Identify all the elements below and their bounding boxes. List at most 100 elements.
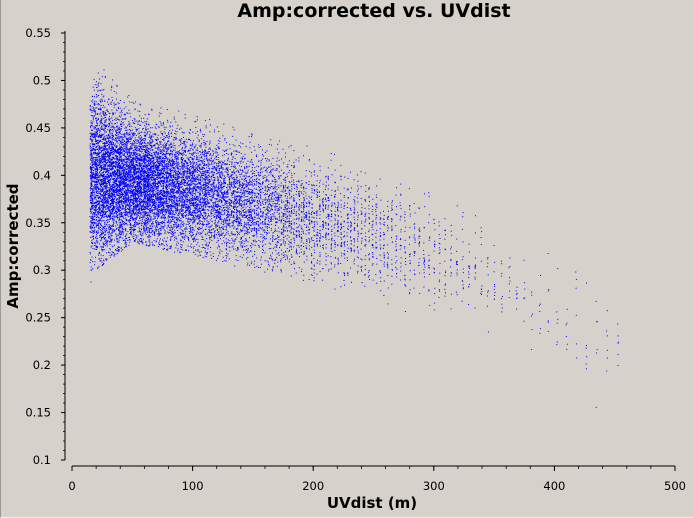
data-point	[118, 209, 120, 210]
data-point	[112, 172, 114, 174]
data-point	[118, 229, 120, 231]
data-point	[109, 217, 111, 219]
data-point	[102, 202, 104, 204]
data-point	[142, 158, 144, 160]
data-point	[110, 234, 112, 236]
data-point	[138, 136, 139, 138]
data-point	[120, 155, 122, 157]
data-point	[90, 170, 92, 172]
data-point	[102, 149, 104, 151]
data-point	[109, 215, 111, 216]
data-point	[127, 113, 129, 114]
data-point	[107, 152, 109, 154]
data-point	[108, 215, 110, 217]
data-point	[134, 212, 136, 214]
data-point	[106, 141, 108, 143]
data-point	[89, 155, 91, 157]
data-point	[90, 266, 92, 268]
data-point	[107, 137, 108, 139]
data-point	[123, 201, 125, 203]
data-point	[109, 211, 111, 213]
data-point	[94, 261, 96, 263]
data-point	[118, 224, 120, 226]
data-point	[109, 236, 111, 238]
data-point	[100, 215, 101, 216]
data-point	[101, 118, 103, 120]
data-point	[120, 124, 122, 125]
data-point	[125, 215, 127, 216]
data-point	[125, 178, 127, 180]
data-point	[142, 142, 143, 144]
data-point	[140, 146, 142, 147]
data-point	[120, 196, 122, 198]
data-point	[100, 223, 102, 225]
data-point	[126, 163, 128, 165]
data-point	[102, 206, 104, 208]
data-point	[125, 167, 127, 169]
data-point	[107, 206, 109, 208]
data-point	[109, 136, 111, 138]
data-point	[114, 217, 116, 219]
data-point	[101, 122, 102, 124]
data-point	[111, 213, 112, 214]
data-point	[134, 146, 136, 148]
data-point	[104, 141, 106, 143]
data-point	[116, 212, 118, 213]
data-point	[100, 129, 102, 130]
data-point	[119, 168, 121, 170]
data-point	[119, 186, 120, 188]
data-point	[143, 212, 145, 214]
data-point	[127, 199, 129, 201]
data-point	[108, 120, 110, 122]
data-point	[134, 145, 136, 147]
data-point	[139, 160, 141, 162]
data-point	[110, 195, 112, 197]
data-point	[107, 210, 109, 212]
data-point	[136, 183, 138, 185]
data-point	[134, 218, 136, 220]
data-point	[136, 140, 138, 142]
data-point	[135, 239, 136, 241]
data-point	[123, 102, 125, 103]
data-point	[140, 181, 142, 183]
data-point	[125, 143, 127, 145]
data-point	[114, 123, 116, 125]
data-point	[126, 148, 128, 150]
data-point	[96, 167, 97, 169]
data-point	[125, 219, 127, 221]
data-point	[100, 246, 102, 248]
data-point	[93, 208, 95, 210]
data-point	[126, 142, 128, 144]
data-point	[134, 122, 136, 124]
data-point	[105, 228, 107, 229]
data-point	[114, 193, 116, 195]
data-point	[96, 190, 98, 192]
data-point	[95, 113, 97, 115]
data-point	[131, 216, 133, 218]
data-point	[106, 241, 108, 243]
data-point	[143, 207, 145, 209]
data-point	[102, 162, 104, 163]
data-point	[120, 224, 122, 226]
data-point	[119, 174, 120, 176]
data-point	[128, 187, 130, 189]
data-point	[101, 151, 103, 153]
data-point	[95, 171, 97, 173]
data-point	[137, 110, 139, 112]
data-point	[131, 185, 133, 187]
data-point	[97, 201, 99, 202]
data-point	[117, 128, 119, 130]
data-point	[126, 155, 128, 157]
data-point	[123, 155, 125, 157]
data-point	[131, 182, 133, 184]
data-point	[137, 124, 139, 125]
data-point	[117, 185, 119, 187]
data-point	[106, 198, 108, 200]
data-point	[95, 209, 97, 211]
data-point	[90, 127, 92, 129]
data-point	[130, 227, 132, 229]
data-point	[123, 118, 125, 120]
data-point	[90, 174, 91, 176]
data-point	[102, 245, 104, 247]
data-point	[95, 134, 97, 135]
